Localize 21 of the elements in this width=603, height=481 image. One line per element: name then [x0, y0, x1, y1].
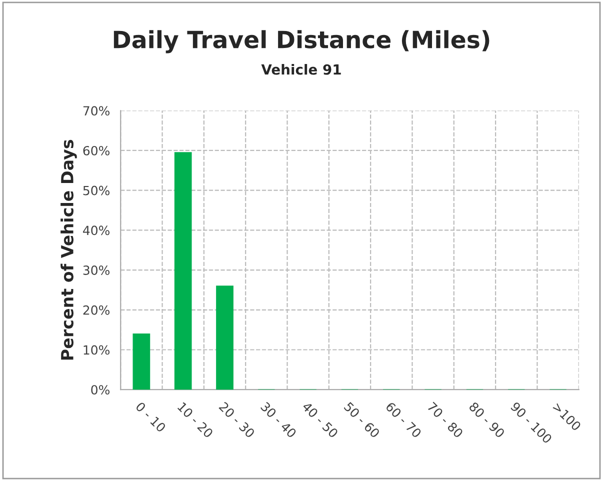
- y-tick-label: 50%: [83, 186, 110, 196]
- y-tick-label: 60%: [83, 146, 110, 156]
- x-tick-label: 0 - 10: [135, 401, 166, 433]
- y-tick-label: 70%: [83, 106, 110, 116]
- x-tick-label: 50 - 60: [344, 402, 380, 438]
- x-tick-label: 20 - 30: [218, 402, 256, 438]
- chart-subtitle: Vehicle 91: [261, 64, 341, 75]
- x-tick-label: 70 - 80: [426, 402, 464, 438]
- y-tick-label: 10%: [84, 345, 110, 355]
- x-tick-label: 40 - 50: [302, 401, 339, 438]
- y-axis-title: Percent of Vehicle Days: [60, 140, 77, 360]
- y-tick-label: 0%: [91, 385, 110, 395]
- chart-title: Daily Travel Distance (Miles): [114, 30, 490, 54]
- x-tick-label: 80 - 90: [468, 401, 506, 438]
- y-tick-label: 20%: [83, 305, 110, 315]
- x-tick-label: 60 - 70: [385, 401, 422, 438]
- x-tick-label: 90 - 100: [510, 401, 553, 444]
- y-tick-label: 40%: [83, 226, 110, 236]
- x-tick-label: 10 - 20: [177, 402, 214, 438]
- x-tick-label: 30 - 40: [260, 402, 297, 438]
- y-tick-label: 30%: [83, 266, 110, 275]
